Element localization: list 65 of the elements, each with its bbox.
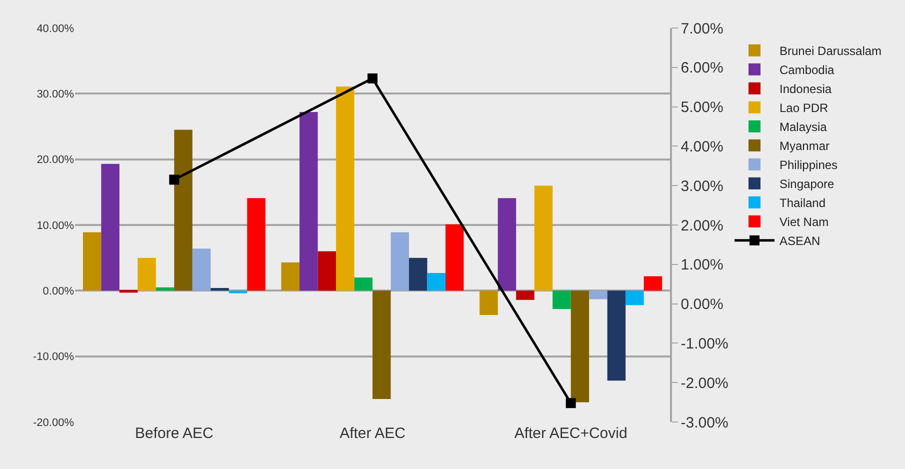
- y-tick-label: 40.00%: [36, 22, 74, 35]
- bar: [210, 288, 229, 291]
- legend-label: Singapore: [780, 177, 835, 192]
- bar: [156, 287, 174, 291]
- bar: [607, 290, 626, 381]
- bar: [408, 258, 428, 291]
- y2-tick-label: 1.00%: [680, 256, 724, 274]
- point: [368, 73, 378, 84]
- y2-tick-label: 3.00%: [680, 178, 724, 195]
- bar: [318, 251, 336, 291]
- legend-label: ASEAN: [780, 234, 820, 248]
- y2-tick-label: -2.00%: [680, 374, 728, 392]
- bar: [174, 130, 192, 291]
- y-tick-label: 30.00%: [36, 88, 74, 101]
- bar: [247, 198, 266, 291]
- y2-tick-label: 0.00%: [680, 296, 724, 314]
- point: [169, 174, 180, 185]
- legend-label: Myanmar: [780, 139, 830, 154]
- y2-tick-label: -3.00%: [680, 414, 728, 432]
- bar: [552, 290, 571, 310]
- bar: [498, 198, 516, 291]
- y2-tick-label: -1.00%: [680, 335, 728, 352]
- x-tick-label: Before AEC: [134, 425, 214, 442]
- bar: [589, 290, 608, 300]
- y2-tick-label: 2.00%: [680, 217, 724, 234]
- y-tick-label: -20.00%: [33, 416, 74, 429]
- bar: [372, 290, 391, 400]
- y-tick-label: 20.00%: [36, 154, 74, 166]
- legend-label: Brunei Darussalam: [780, 44, 882, 58]
- y2-tick-label: 7.00%: [680, 20, 724, 38]
- bar: [228, 290, 248, 294]
- bar: [534, 186, 553, 291]
- bar: [336, 86, 354, 291]
- bar: [427, 272, 446, 291]
- bar: [354, 278, 372, 291]
- x-tick-label: After AEC: [340, 425, 406, 442]
- bar: [192, 248, 211, 291]
- y-tick-label: 10.00%: [36, 220, 74, 232]
- x-tick-label: After AEC+Covid: [514, 425, 628, 442]
- bar: [300, 112, 318, 291]
- legend-label: Malaysia: [780, 120, 828, 134]
- bar: [626, 290, 644, 306]
- legend-label: Thailand: [780, 196, 826, 210]
- bar: [119, 290, 138, 293]
- bar: [570, 290, 590, 402]
- bar: [480, 290, 498, 315]
- y-tick-label: 0.00%: [42, 286, 74, 298]
- y2-tick-label: 5.00%: [680, 99, 724, 116]
- legend-label: Indonesia: [780, 82, 832, 96]
- legend-label: Lao PDR: [780, 101, 829, 116]
- bar: [516, 290, 534, 300]
- bar: [138, 258, 156, 291]
- y2-tick-label: 6.00%: [680, 60, 724, 77]
- bar: [281, 262, 300, 291]
- y2-tick-label: 4.00%: [680, 138, 724, 156]
- bar: [445, 224, 464, 291]
- bar: [644, 276, 662, 291]
- y-tick-label: -10.00%: [33, 351, 74, 364]
- legend-label: Philippines: [780, 158, 838, 172]
- bar: [82, 232, 102, 291]
- bar: [390, 232, 409, 291]
- legend-label: Cambodia: [780, 63, 835, 78]
- bar: [101, 164, 120, 291]
- legend-label: Viet Nam: [780, 215, 829, 230]
- point: [566, 398, 576, 408]
